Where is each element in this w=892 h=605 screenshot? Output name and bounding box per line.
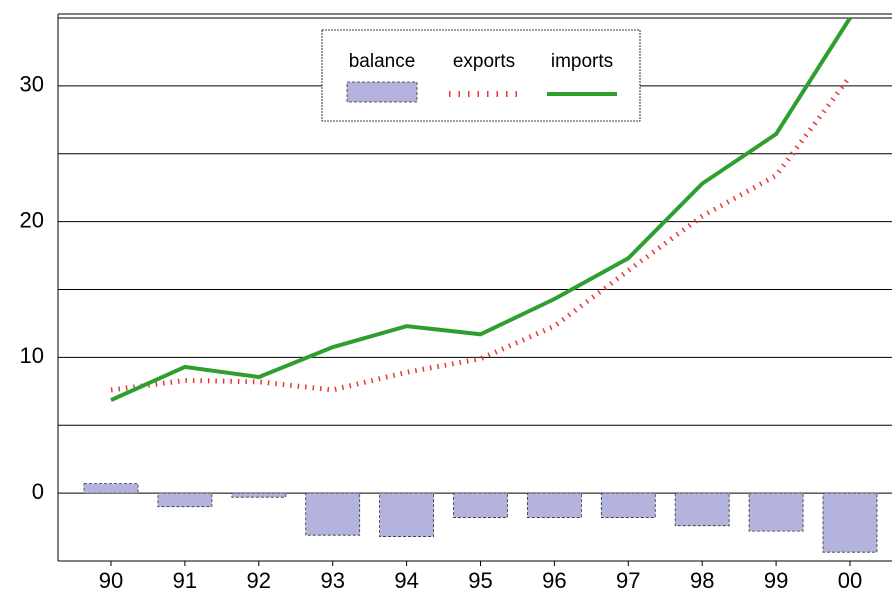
legend-label: balance bbox=[349, 51, 416, 72]
bar bbox=[748, 492, 804, 532]
bar bbox=[379, 492, 435, 537]
bar bbox=[83, 483, 139, 494]
x-tick-label: 98 bbox=[690, 568, 714, 593]
bar bbox=[822, 492, 878, 553]
x-tick-label: 96 bbox=[542, 568, 566, 593]
x-tick-label: 91 bbox=[173, 568, 197, 593]
x-tick-label: 97 bbox=[616, 568, 640, 593]
bar bbox=[453, 492, 508, 518]
bar bbox=[305, 492, 361, 536]
y-tick-label: 30 bbox=[20, 72, 44, 97]
x-tick-label: 94 bbox=[394, 568, 418, 593]
line bbox=[110, 16, 852, 402]
y-tick-label: 20 bbox=[20, 207, 44, 232]
legend-label: exports bbox=[453, 51, 515, 72]
x-tick-label: 00 bbox=[838, 568, 862, 593]
legend-box bbox=[321, 29, 641, 122]
legend-swatch bbox=[346, 81, 418, 103]
bar bbox=[527, 492, 582, 518]
bar bbox=[157, 492, 213, 508]
legend: balance exports imports bbox=[321, 29, 641, 122]
legend-label: imports bbox=[551, 51, 613, 72]
y-tick-label: 0 bbox=[32, 479, 44, 504]
x-tick-label: 92 bbox=[247, 568, 271, 593]
bar bbox=[600, 492, 656, 518]
x-tick-label: 95 bbox=[468, 568, 492, 593]
line bbox=[110, 74, 853, 393]
x-tick-label: 93 bbox=[320, 568, 344, 593]
x-tick-label: 90 bbox=[99, 568, 123, 593]
bar bbox=[231, 492, 287, 498]
x-tick-label: 99 bbox=[764, 568, 788, 593]
y-tick-label: 10 bbox=[20, 343, 44, 368]
bar bbox=[674, 492, 730, 527]
